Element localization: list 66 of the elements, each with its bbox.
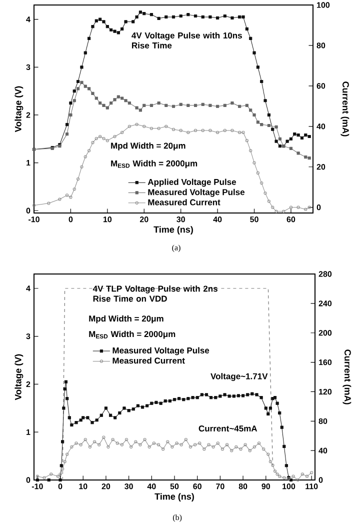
x-tick-label: 50: [250, 216, 258, 222]
y-tick-label: 3: [26, 64, 30, 70]
x-tick-label: 100: [282, 484, 296, 490]
y2-tick-label: 0: [318, 477, 323, 483]
y-tick-label: 4: [26, 16, 30, 22]
x-tick-label: 70: [216, 484, 224, 490]
x-tick-label: -10: [28, 216, 40, 222]
x-tick-label: 50: [170, 484, 179, 490]
y-axis-title: Voltage (V): [14, 354, 24, 400]
text: (b): [172, 514, 182, 522]
annotation: Voltage~1.71V: [210, 373, 268, 381]
y2-tick-label: 20: [316, 164, 326, 170]
x-axis-title: Time (ns): [154, 226, 193, 234]
text: (a): [172, 244, 180, 252]
x-tick-label: 110: [306, 484, 318, 490]
x-tick-label: 60: [193, 484, 202, 490]
y-tick-label: 3: [26, 333, 30, 340]
annotation: Mpd Width = 20μm: [111, 142, 186, 150]
legend-label: Measured Voltage Pulse: [148, 188, 245, 197]
legend-label: Measured Voltage Pulse: [112, 347, 210, 356]
annotation: 4V TLP Voltage Pulse with 2ns Rise Time on VDD: [92, 285, 218, 302]
x-tick-label: -10: [32, 484, 43, 490]
y2-tick-label: 160: [319, 359, 332, 366]
legend-label: Applied Voltage Pulse: [148, 178, 236, 187]
x-tick-label: 20: [140, 216, 148, 222]
y-tick-label: 4: [26, 286, 30, 292]
y2-tick-label: 0: [316, 204, 321, 210]
x-tick-label: 10: [79, 484, 88, 490]
y2-axis-title: Current (mA): [340, 82, 350, 136]
y-tick-label: 2: [26, 112, 30, 118]
annotation: M$_{ESD}$ Width = 2000μm: [111, 160, 198, 168]
y2-tick-label: 240: [318, 300, 332, 306]
x-tick-label: 0: [58, 484, 62, 490]
x-tick-label: 60: [286, 216, 296, 222]
y2-tick-label: 80: [318, 418, 328, 424]
annotation: M$_{ESD}$ Width = 2000μm: [89, 330, 176, 339]
x-tick-label: 10: [103, 216, 112, 222]
y-tick-label: 1: [26, 160, 30, 166]
y2-tick-label: 60: [316, 83, 326, 89]
x-tick-label: 30: [176, 216, 185, 222]
legend-label: Measured Current: [148, 199, 220, 206]
x-tick-label: 40: [147, 484, 156, 490]
y-tick-label: 0: [26, 477, 30, 483]
annotation: 4V Voltage Pulse with 10ns Rise Time: [132, 32, 242, 48]
y-tick-label: 2: [26, 381, 30, 387]
y-tick-label: 0: [26, 208, 30, 214]
x-tick-label: 90: [262, 484, 270, 490]
y-tick-label: 1: [26, 429, 30, 435]
y2-tick-label: 200: [318, 330, 332, 336]
y2-axis-title: Current (mA): [342, 350, 352, 404]
y2-tick-label: 280: [318, 271, 332, 277]
x-tick-label: 20: [102, 484, 110, 490]
x-tick-label: 30: [124, 484, 133, 490]
x-tick-label: 40: [213, 216, 222, 222]
y2-tick-label: 100: [317, 2, 330, 8]
x-tick-label: 80: [238, 484, 248, 490]
legend-label: Measured Current: [112, 357, 185, 364]
y-axis-title: Voltage (V): [14, 86, 24, 132]
x-axis-title: Time (ns): [154, 493, 194, 502]
y2-tick-label: 120: [319, 388, 332, 395]
annotation: Current~45mA: [198, 426, 258, 432]
x-tick-label: 0: [68, 216, 73, 222]
y2-tick-label: 80: [316, 42, 326, 48]
y2-tick-label: 40: [316, 124, 326, 130]
y2-tick-label: 40: [318, 448, 328, 454]
annotation: Mpd Width = 20μm: [89, 315, 164, 324]
